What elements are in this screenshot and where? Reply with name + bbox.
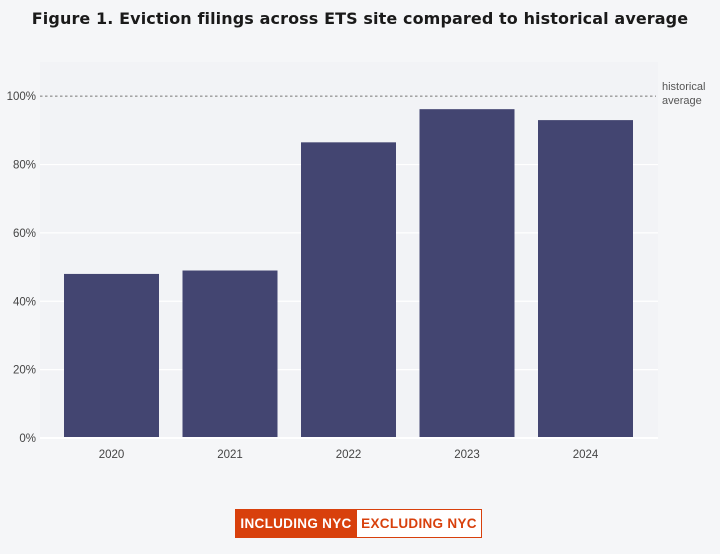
reference-label-line2: average [662, 95, 702, 107]
bar-2023 [419, 109, 515, 439]
x-tick-label: 2022 [336, 449, 362, 461]
x-tick-label: 2021 [217, 449, 243, 461]
bar-2022 [301, 142, 396, 438]
including-nyc-button[interactable]: INCLUDING NYC [235, 509, 357, 538]
y-tick-label: 80% [13, 160, 36, 172]
reference-line-group: historical average [40, 81, 705, 107]
reference-label-line1: historical [662, 81, 705, 93]
y-tick-label: 0% [19, 433, 36, 445]
y-tick-label: 60% [13, 228, 36, 240]
y-tick-label: 40% [13, 296, 36, 308]
x-tick-label: 2020 [99, 449, 125, 461]
bar-2024 [538, 120, 633, 438]
x-tick-label: 2023 [454, 449, 480, 461]
y-axis: 0% 20% 40% 60% 80% 100% [7, 91, 36, 445]
bar-2021 [182, 270, 278, 438]
excluding-nyc-button[interactable]: EXCLUDING NYC [357, 509, 482, 538]
x-axis: 2020 2021 2022 2023 2024 [40, 437, 658, 461]
bars [64, 109, 633, 439]
bar-2020 [64, 273, 159, 438]
y-tick-label: 100% [7, 91, 36, 103]
x-tick-label: 2024 [573, 449, 599, 461]
page-title: Figure 1. Eviction filings across ETS si… [31, 9, 689, 28]
nyc-toggle: INCLUDING NYC EXCLUDING NYC [235, 509, 482, 538]
y-tick-label: 20% [13, 365, 36, 377]
bar-chart: historical average 0% 20% 40% 60% 80% 100% 202… [6, 81, 706, 461]
